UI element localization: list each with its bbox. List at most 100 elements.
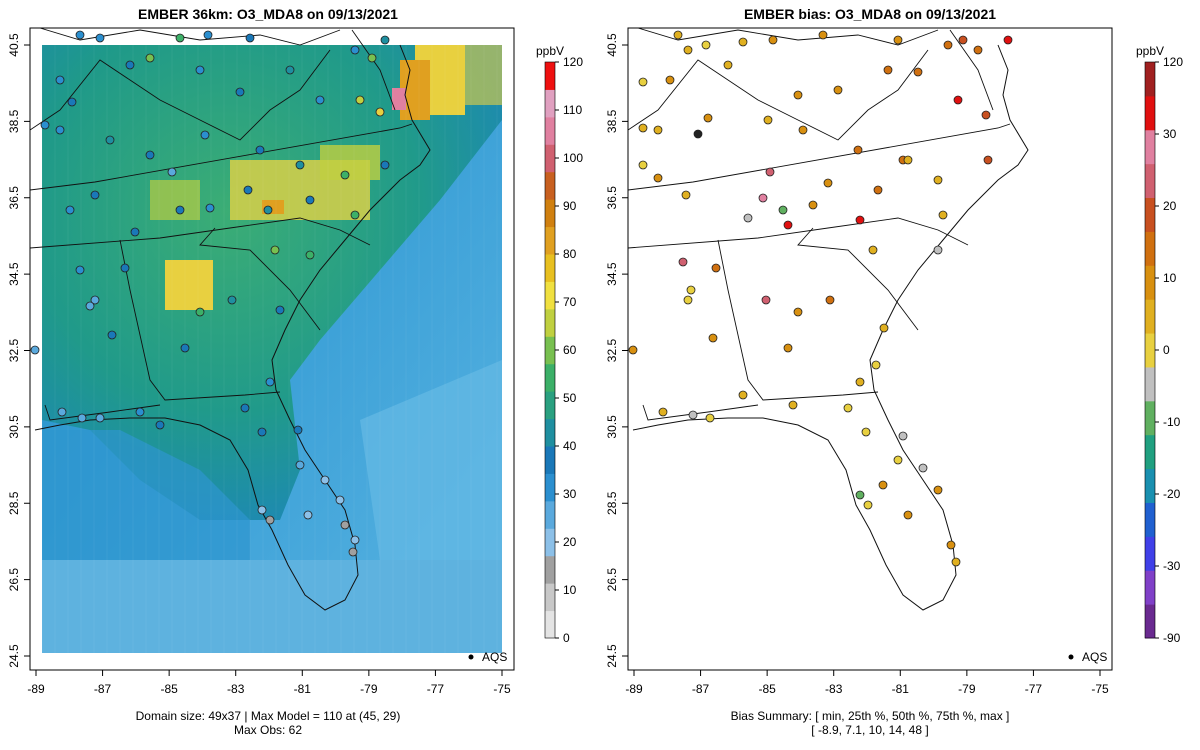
bias-site[interactable] <box>665 75 675 85</box>
bias-site[interactable] <box>825 295 835 305</box>
obs-site[interactable] <box>95 413 105 423</box>
obs-site[interactable] <box>107 330 117 340</box>
obs-site[interactable] <box>175 205 185 215</box>
bias-site[interactable] <box>833 85 843 95</box>
obs-site[interactable] <box>130 227 140 237</box>
obs-site[interactable] <box>90 190 100 200</box>
obs-site[interactable] <box>145 150 155 160</box>
obs-site[interactable] <box>155 420 165 430</box>
bias-site[interactable] <box>893 35 903 45</box>
obs-site[interactable] <box>227 295 237 305</box>
bias-site[interactable] <box>933 245 943 255</box>
obs-site[interactable] <box>200 130 210 140</box>
bias-site[interactable] <box>653 173 663 183</box>
bias-site[interactable] <box>953 95 963 105</box>
obs-site[interactable] <box>375 107 385 117</box>
bias-site[interactable] <box>983 155 993 165</box>
bias-site[interactable] <box>638 123 648 133</box>
bias-site[interactable] <box>981 110 991 120</box>
bias-site[interactable] <box>793 307 803 317</box>
bias-site[interactable] <box>938 210 948 220</box>
obs-site[interactable] <box>235 87 245 97</box>
obs-site[interactable] <box>335 495 345 505</box>
bias-site[interactable] <box>681 190 691 200</box>
bias-site[interactable] <box>868 245 878 255</box>
bias-site[interactable] <box>973 45 983 55</box>
obs-site[interactable] <box>367 53 377 63</box>
obs-site[interactable] <box>95 33 105 43</box>
bias-site[interactable] <box>703 113 713 123</box>
obs-site[interactable] <box>30 345 40 355</box>
bias-site[interactable] <box>853 145 863 155</box>
obs-site[interactable] <box>350 45 360 55</box>
bias-site[interactable] <box>683 45 693 55</box>
bias-site[interactable] <box>738 390 748 400</box>
bias-site[interactable] <box>758 193 768 203</box>
bias-site[interactable] <box>778 205 788 215</box>
bias-site[interactable] <box>638 160 648 170</box>
bias-site[interactable] <box>711 263 721 273</box>
obs-site[interactable] <box>257 505 267 515</box>
obs-site[interactable] <box>348 547 358 557</box>
obs-site[interactable] <box>265 515 275 525</box>
bias-site[interactable] <box>683 295 693 305</box>
bias-site[interactable] <box>878 480 888 490</box>
bias-site[interactable] <box>658 407 668 417</box>
bias-site[interactable] <box>743 213 753 223</box>
obs-site[interactable] <box>55 75 65 85</box>
bias-site[interactable] <box>693 129 703 139</box>
obs-site[interactable] <box>340 170 350 180</box>
obs-site[interactable] <box>145 53 155 63</box>
bias-site[interactable] <box>628 345 638 355</box>
bias-site[interactable] <box>765 167 775 177</box>
bias-site[interactable] <box>768 35 778 45</box>
obs-site[interactable] <box>257 427 267 437</box>
bias-site[interactable] <box>855 215 865 225</box>
bias-site[interactable] <box>798 125 808 135</box>
bias-site[interactable] <box>808 200 818 210</box>
bias-site[interactable] <box>943 40 953 50</box>
bias-site[interactable] <box>958 35 968 45</box>
obs-site[interactable] <box>240 403 250 413</box>
bias-site[interactable] <box>879 323 889 333</box>
bias-site[interactable] <box>855 490 865 500</box>
bias-site[interactable] <box>788 400 798 410</box>
obs-site[interactable] <box>355 95 365 105</box>
bias-site[interactable] <box>933 485 943 495</box>
obs-site[interactable] <box>243 185 253 195</box>
obs-site[interactable] <box>380 160 390 170</box>
obs-site[interactable] <box>40 120 50 130</box>
bias-site[interactable] <box>783 343 793 353</box>
bias-site[interactable] <box>653 125 663 135</box>
bias-site[interactable] <box>678 257 688 267</box>
bias-site[interactable] <box>638 77 648 87</box>
obs-site[interactable] <box>303 510 313 520</box>
bias-site[interactable] <box>708 333 718 343</box>
obs-site[interactable] <box>293 425 303 435</box>
bias-site[interactable] <box>871 360 881 370</box>
obs-site[interactable] <box>203 30 213 40</box>
obs-site[interactable] <box>105 135 115 145</box>
obs-site[interactable] <box>195 307 205 317</box>
bias-site[interactable] <box>763 115 773 125</box>
bias-site[interactable] <box>761 295 771 305</box>
bias-site[interactable] <box>1003 35 1013 45</box>
obs-site[interactable] <box>120 263 130 273</box>
obs-site[interactable] <box>75 265 85 275</box>
bias-site[interactable] <box>933 175 943 185</box>
obs-site[interactable] <box>175 33 185 43</box>
obs-site[interactable] <box>295 160 305 170</box>
obs-site[interactable] <box>270 245 280 255</box>
obs-site[interactable] <box>295 460 305 470</box>
obs-site[interactable] <box>167 167 177 177</box>
bias-site[interactable] <box>951 557 961 567</box>
obs-site[interactable] <box>285 65 295 75</box>
obs-site[interactable] <box>340 520 350 530</box>
bias-site[interactable] <box>903 155 913 165</box>
obs-site[interactable] <box>350 210 360 220</box>
bias-site[interactable] <box>843 403 853 413</box>
bias-site[interactable] <box>893 455 903 465</box>
obs-site[interactable] <box>320 475 330 485</box>
bias-site[interactable] <box>903 510 913 520</box>
obs-site[interactable] <box>65 205 75 215</box>
